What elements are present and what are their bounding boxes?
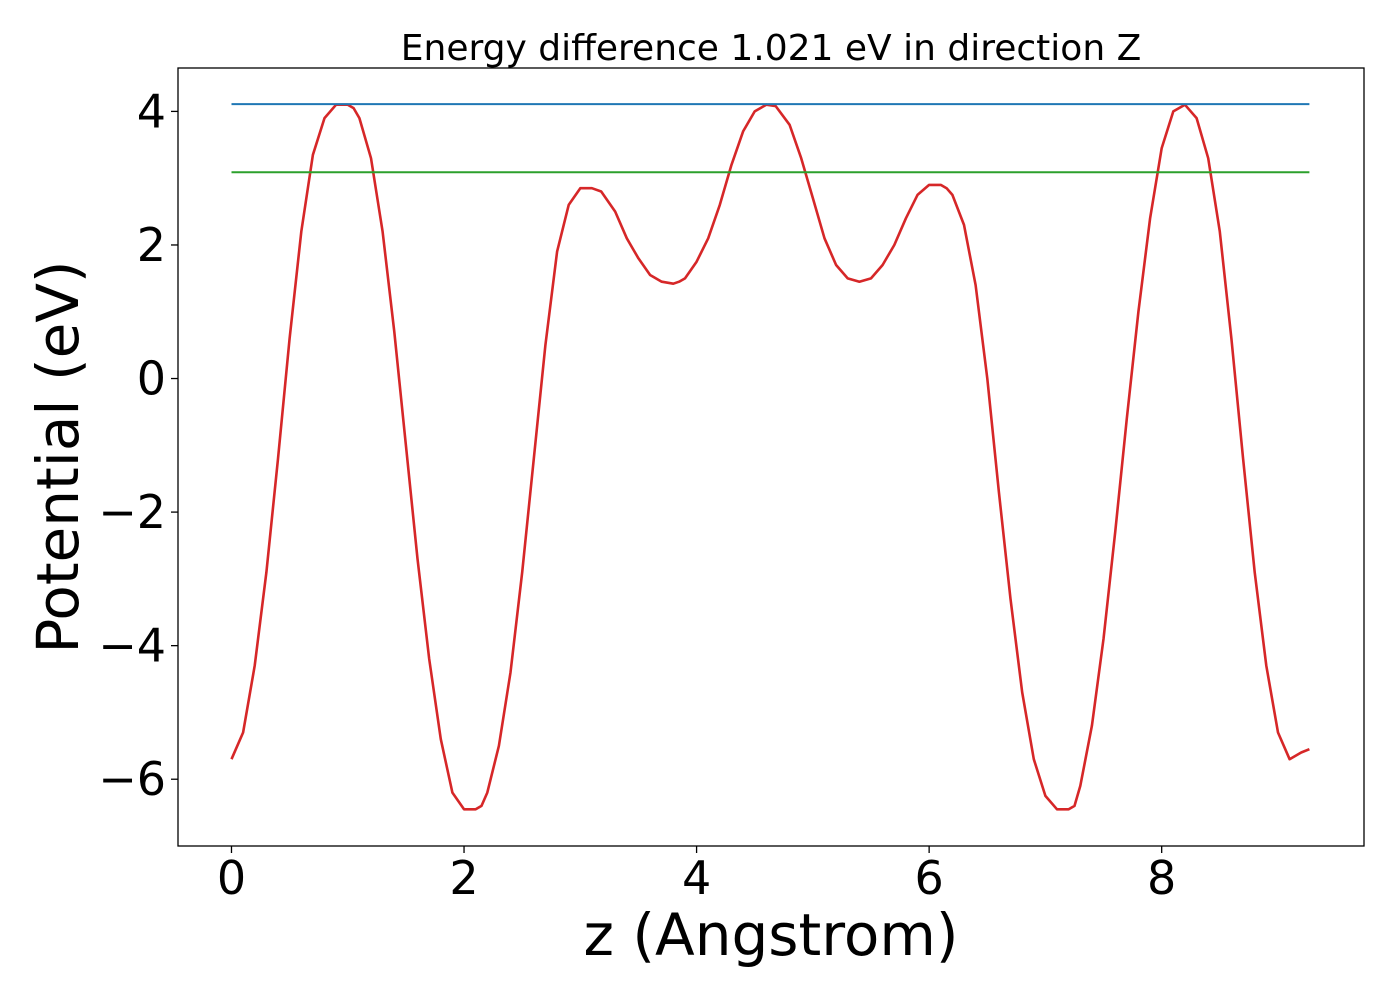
x-axis-ticks: 0 2 4 6 8 (217, 846, 1176, 905)
y-axis-label: Potential (eV) (24, 260, 92, 653)
y-tick-label: −4 (98, 619, 166, 673)
x-tick-label: 8 (1147, 851, 1176, 905)
x-axis-label: z (Angstrom) (584, 901, 959, 969)
series-layer (230, 103, 1310, 811)
y-axis-ticks: 4 2 0 −2 −4 −6 (98, 84, 178, 806)
plot-frame (177, 67, 1365, 847)
x-tick-label: 0 (217, 851, 246, 905)
chart-title: Energy difference 1.021 eV in direction … (401, 28, 1142, 69)
x-tick-label: 6 (914, 851, 943, 905)
series-line-1 (230, 103, 1310, 811)
y-tick-label: 0 (137, 352, 166, 406)
y-tick-label: 4 (137, 84, 166, 138)
y-tick-label: −2 (98, 485, 166, 539)
y-tick-label: 2 (137, 218, 166, 272)
y-tick-label: −6 (98, 752, 166, 806)
x-tick-label: 4 (682, 851, 711, 905)
x-tick-label: 2 (449, 851, 478, 905)
